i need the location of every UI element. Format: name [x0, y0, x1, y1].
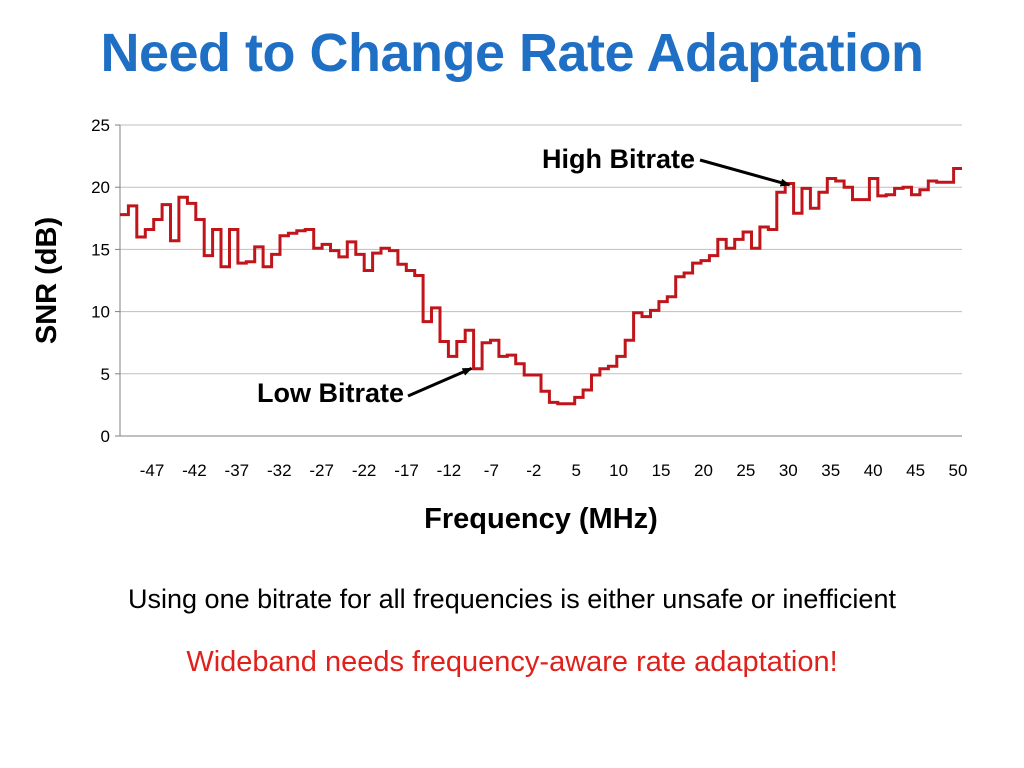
grid-lines	[120, 124, 962, 375]
note-unsafe-inefficient: Using one bitrate for all frequencies is…	[128, 584, 896, 614]
annotations: High Bitrate Low Bitrate	[257, 144, 791, 408]
y-tick-label: 0	[101, 427, 110, 446]
slide-title: Need to Change Rate Adaptation	[100, 23, 924, 83]
x-tick-label: 20	[694, 461, 713, 480]
y-tick-label: 15	[91, 240, 110, 259]
annotation-low-bitrate: Low Bitrate	[257, 378, 404, 408]
x-axis-title: Frequency (MHz)	[424, 503, 658, 535]
x-tick-label: -37	[225, 461, 250, 480]
x-tick-label: 45	[906, 461, 925, 480]
x-tick-label: 5	[571, 461, 580, 480]
y-tick-label: 10	[91, 303, 110, 322]
x-tick-label: -7	[484, 461, 499, 480]
y-axis-title: SNR (dB)	[31, 217, 63, 344]
x-tick-label: -27	[309, 461, 334, 480]
x-tick-label: -2	[526, 461, 541, 480]
x-tick-label: 35	[821, 461, 840, 480]
x-tick-label: 30	[779, 461, 798, 480]
x-tick-label: 15	[652, 461, 671, 480]
x-tick-label: -17	[394, 461, 419, 480]
snr-chart: 0 5 10 15 20 25 -47 -42 -37 -32 -27 -22 -17 -12 -7 -2 5…	[31, 116, 968, 535]
y-tick-label: 5	[101, 365, 110, 384]
x-tick-label: -22	[352, 461, 377, 480]
arrow-low-bitrate	[407, 366, 473, 398]
x-tick-label: -42	[182, 461, 207, 480]
y-tick-labels: 0 5 10 15 20 25	[91, 116, 120, 446]
annotation-high-bitrate: High Bitrate	[542, 144, 695, 174]
y-tick-label: 20	[91, 178, 110, 197]
x-tick-labels: -47 -42 -37 -32 -27 -22 -17 -12 -7 -2 5 10 15 20 25 30 3…	[140, 461, 968, 480]
x-tick-label: -47	[140, 461, 165, 480]
x-tick-label: 40	[864, 461, 883, 480]
arrow-high-bitrate	[699, 158, 791, 187]
x-tick-label: 10	[609, 461, 628, 480]
snr-series-line	[120, 167, 962, 406]
x-tick-label: -32	[267, 461, 292, 480]
note-frequency-aware: Wideband needs frequency-aware rate adap…	[186, 646, 838, 678]
x-tick-label: -12	[437, 461, 462, 480]
y-tick-label: 25	[91, 116, 110, 135]
x-tick-label: 25	[736, 461, 755, 480]
x-tick-label: 50	[949, 461, 968, 480]
